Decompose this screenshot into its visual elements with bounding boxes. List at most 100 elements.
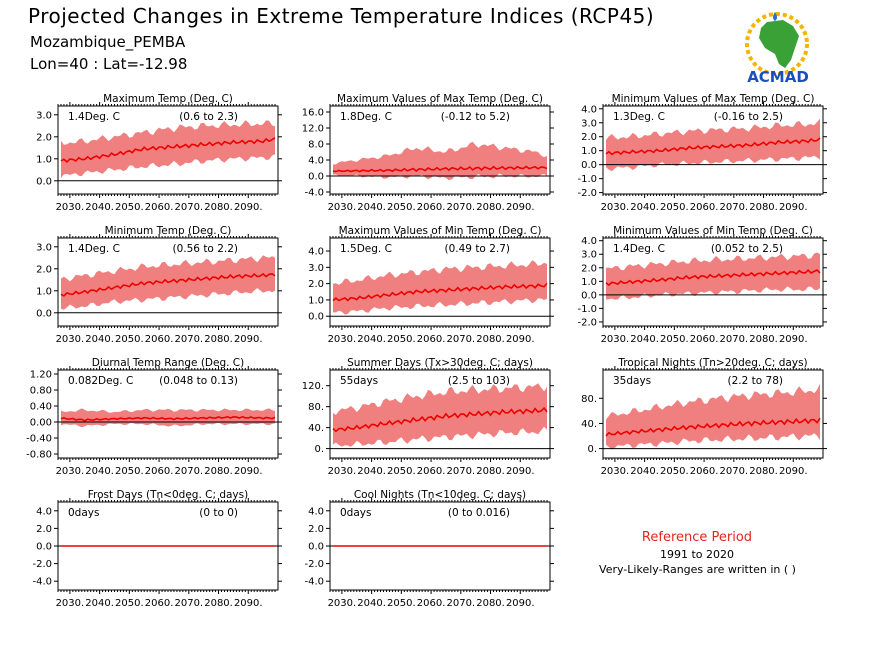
x-tick-label: 2080. <box>204 334 233 345</box>
x-tick-label: 2080. <box>476 202 505 213</box>
x-tick-label: 2090. <box>234 202 263 213</box>
y-tick-label: 8.0 <box>308 140 324 151</box>
range-label: (-0.12 to 5.2) <box>441 111 510 123</box>
chart-title: Maximum Values of Max Temp (Deg. C) <box>337 93 543 105</box>
y-tick-label: 12.0 <box>302 124 324 135</box>
y-tick-label: 0.40 <box>30 402 52 413</box>
x-tick-label: 2050. <box>660 202 689 213</box>
value-label: 1.4Deg. C <box>613 243 665 255</box>
africa-map-icon <box>759 20 799 68</box>
y-tick-label: 0.0 <box>308 312 324 323</box>
y-tick-label: 80. <box>581 394 597 405</box>
range-label: (2.2 to 78) <box>728 375 783 387</box>
y-tick-label: -1.0 <box>577 174 597 185</box>
x-tick-label: 2040. <box>630 466 659 477</box>
value-label: 0.082Deg. C <box>68 375 133 387</box>
chart-panel-fd: -4.0 -2.0 0.0 2.0 4.0 2030. 2040. 2050. 2060. 207… <box>32 489 282 609</box>
value-label: 35days <box>613 375 651 387</box>
y-tick-label: 1.0 <box>308 295 324 306</box>
y-tick-label: -0.80 <box>26 450 52 461</box>
range-label: (0.048 to 0.13) <box>159 375 238 387</box>
y-tick-label: 3.0 <box>36 242 52 253</box>
x-tick-label: 2070. <box>174 598 203 609</box>
x-tick-label: 2090. <box>506 466 535 477</box>
value-label: 1.5Deg. C <box>340 243 392 255</box>
x-tick-label: 2030. <box>328 598 357 609</box>
range-band <box>333 141 547 181</box>
x-tick-label: 2080. <box>749 334 778 345</box>
chart-title: Maximum Temp (Deg. C) <box>103 93 233 105</box>
logo-ring-icon <box>745 12 809 76</box>
x-tick-label: 2060. <box>145 598 174 609</box>
x-tick-label: 2050. <box>387 202 416 213</box>
x-tick-label: 2070. <box>719 466 748 477</box>
x-tick-label: 2080. <box>204 598 233 609</box>
y-tick-label: 80. <box>308 402 324 413</box>
y-tick-label: 2.0 <box>308 279 324 290</box>
y-tick-label: 40. <box>308 423 324 434</box>
chart-panel-txx: 0.0 1.0 2.0 3.0 2030. 2040. 2050. 2060. 2070. 208… <box>36 93 282 213</box>
chart-title: Diurnal Temp Range (Deg. C) <box>92 357 244 369</box>
y-tick-label: 2.0 <box>36 132 52 143</box>
x-tick-label: 2030. <box>601 466 630 477</box>
x-tick-label: 2090. <box>234 598 263 609</box>
x-tick-label: 2080. <box>204 466 233 477</box>
x-tick-label: 2030. <box>56 598 85 609</box>
range-band <box>333 383 547 447</box>
y-tick-label: 0. <box>314 444 324 455</box>
x-tick-label: 2060. <box>145 202 174 213</box>
range-label: (0.56 to 2.2) <box>173 243 239 255</box>
x-tick-label: 2060. <box>690 466 719 477</box>
x-tick-label: 2070. <box>174 334 203 345</box>
very-likely-range-note: Very-Likely-Ranges are written in ( ) <box>599 563 796 576</box>
logo-text: ACMAD <box>747 68 809 86</box>
median-line <box>605 137 821 156</box>
x-tick-label: 2070. <box>446 598 475 609</box>
x-tick-label: 2090. <box>234 466 263 477</box>
x-tick-label: 2060. <box>417 202 446 213</box>
range-label: (0.6 to 2.3) <box>179 111 238 123</box>
x-tick-label: 2050. <box>115 334 144 345</box>
range-band <box>606 383 820 450</box>
y-tick-label: 4.0 <box>36 506 52 517</box>
chart-panel-tnx: 0.0 1.0 2.0 3.0 4.0 2030. 2040. 2050. 2060. 2070.… <box>308 225 554 345</box>
chart-panel-tnn: 0.0 1.0 2.0 3.0 2030. 2040. 2050. 2060. 2070. 208… <box>36 225 282 345</box>
median-line <box>332 165 548 173</box>
y-tick-label: 120. <box>302 381 324 392</box>
y-tick-label: 0.0 <box>36 176 52 187</box>
x-tick-label: 2060. <box>417 466 446 477</box>
y-tick-label: 16.0 <box>302 108 324 119</box>
y-tick-label: 3.0 <box>581 118 597 129</box>
x-tick-label: 2030. <box>328 466 357 477</box>
x-tick-label: 2030. <box>601 202 630 213</box>
x-tick-label: 2040. <box>85 334 114 345</box>
x-tick-label: 2050. <box>115 466 144 477</box>
value-label: 1.3Deg. C <box>613 111 665 123</box>
x-tick-label: 2080. <box>476 466 505 477</box>
y-tick-label: 0. <box>587 444 597 455</box>
y-tick-label: 0.0 <box>36 542 52 553</box>
median-line <box>60 415 276 422</box>
range-label: (0.49 to 2.7) <box>445 243 511 255</box>
median-line <box>60 137 276 163</box>
x-tick-label: 2090. <box>779 202 808 213</box>
y-tick-label: 0.0 <box>308 542 324 553</box>
x-tick-label: 2030. <box>56 466 85 477</box>
x-tick-label: 2070. <box>446 202 475 213</box>
y-tick-label: 0.0 <box>308 172 324 183</box>
x-tick-label: 2030. <box>601 334 630 345</box>
y-tick-label: 1.0 <box>581 277 597 288</box>
x-tick-label: 2060. <box>417 334 446 345</box>
x-tick-label: 2050. <box>115 598 144 609</box>
x-tick-label: 2060. <box>145 466 174 477</box>
x-tick-label: 2080. <box>749 202 778 213</box>
y-tick-label: 4.0 <box>308 156 324 167</box>
y-tick-label: 0.0 <box>36 308 52 319</box>
range-label: (2.5 to 103) <box>448 375 510 387</box>
chart-title: Cool Nights (Tn<10deg. C; days) <box>354 489 526 501</box>
x-tick-label: 2030. <box>328 334 357 345</box>
x-tick-label: 2050. <box>660 334 689 345</box>
page-title: Projected Changes in Extreme Temperature… <box>28 4 655 28</box>
